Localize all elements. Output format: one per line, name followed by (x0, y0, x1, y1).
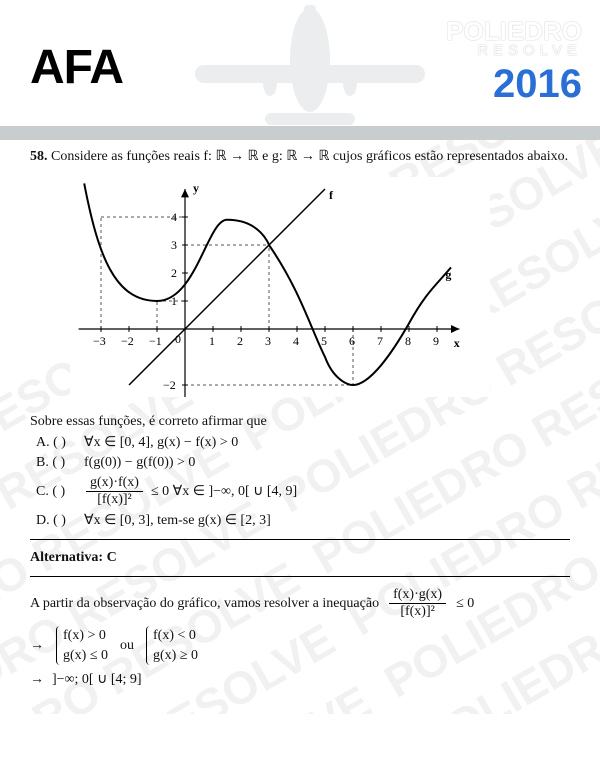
alt-c-den: [f(x)]² (86, 492, 143, 508)
alt-b-label: B. ( ) (36, 455, 78, 471)
svg-text:−2: −2 (163, 378, 176, 392)
svg-text:2: 2 (171, 266, 177, 280)
solution-intro-pre: A partir da observação do gráfico, vamos… (30, 596, 379, 612)
header: AFA POLIEDRO RESOLVE 2016 (0, 0, 600, 140)
case-2: f(x) < 0 g(x) ≥ 0 (146, 626, 198, 665)
svg-text:x: x (454, 336, 460, 350)
question-prompt: Sobre essas funções, é correto afirmar q… (30, 414, 570, 430)
divider (30, 576, 570, 577)
solution-cases: → f(x) > 0 g(x) ≤ 0 ou f(x) < 0 g(x) ≥ 0 (30, 626, 570, 665)
alt-c-num: g(x)·f(x) (86, 475, 143, 492)
question-text: Considere as funções reais f: ℝ → ℝ e g:… (51, 149, 568, 164)
svg-text:1: 1 (209, 334, 215, 348)
case-1b: g(x) ≤ 0 (63, 646, 108, 666)
alt-a-label: A. ( ) (36, 435, 78, 451)
alt-a-text: ∀x ∈ [0, 4], g(x) − f(x) > 0 (84, 434, 238, 451)
alternative-d: D. ( ) ∀x ∈ [0, 3], tem-se g(x) ∈ [2, 3] (36, 512, 570, 529)
brand-block: POLIEDRO RESOLVE 2016 (446, 18, 582, 104)
content: 58. Considere as funções reais f: ℝ → ℝ … (0, 148, 600, 714)
case-1: f(x) > 0 g(x) ≤ 0 (56, 626, 108, 665)
question-stem: 58. Considere as funções reais f: ℝ → ℝ … (30, 148, 570, 165)
case-1a: f(x) > 0 (63, 626, 108, 646)
solution-fraction: f(x)·g(x) [f(x)]² (389, 587, 446, 620)
svg-text:g: g (445, 268, 451, 282)
alternative-b: B. ( ) f(g(0)) − g(f(0)) > 0 (36, 455, 570, 471)
alt-b-text: f(g(0)) − g(f(0)) > 0 (84, 455, 195, 471)
case-2b: g(x) ≥ 0 (153, 646, 198, 666)
svg-text:3: 3 (171, 238, 177, 252)
svg-text:9: 9 (433, 334, 439, 348)
svg-text:−3: −3 (93, 334, 106, 348)
svg-text:2: 2 (237, 334, 243, 348)
solution-den: [f(x)]² (389, 604, 446, 620)
svg-text:4: 4 (171, 210, 177, 224)
solution-intro: A partir da observação do gráfico, vamos… (30, 587, 570, 620)
svg-text:3: 3 (265, 334, 271, 348)
solution-result: → ]−∞; 0[ ∪ [4; 9] (30, 671, 570, 688)
svg-text:4: 4 (293, 334, 299, 348)
result-text: ]−∞; 0[ ∪ [4; 9] (52, 671, 142, 688)
question-number: 58. (30, 149, 48, 164)
svg-text:y: y (193, 181, 199, 195)
alternative-c: C. ( ) g(x)·f(x) [f(x)]² ≤ 0 ∀x ∈ ]−∞, 0… (36, 475, 570, 508)
alt-c-label: C. ( ) (36, 484, 78, 500)
svg-text:−2: −2 (121, 334, 134, 348)
arrow-icon: → (30, 638, 44, 654)
divider (30, 539, 570, 540)
alt-d-text: ∀x ∈ [0, 3], tem-se g(x) ∈ [2, 3] (84, 512, 271, 529)
solution-num: f(x)·g(x) (389, 587, 446, 604)
function-chart: −3−2−10123456789−21234xyfg (70, 177, 570, 402)
case-2a: f(x) < 0 (153, 626, 198, 646)
answer-label: Alternativa: C (30, 550, 570, 566)
arrow-icon: → (30, 672, 44, 688)
svg-text:6: 6 (349, 334, 355, 348)
brand-name: POLIEDRO (446, 18, 582, 44)
or-label: ou (120, 638, 134, 654)
svg-text:−1: −1 (149, 334, 162, 348)
year: 2016 (446, 64, 582, 104)
exam-title: AFA (30, 40, 123, 95)
svg-text:8: 8 (405, 334, 411, 348)
solution-intro-tail: ≤ 0 (456, 596, 474, 612)
airplane-icon (170, 5, 450, 140)
alt-c-fraction: g(x)·f(x) [f(x)]² (86, 475, 143, 508)
alternative-a: A. ( ) ∀x ∈ [0, 4], g(x) − f(x) > 0 (36, 434, 570, 451)
alt-d-label: D. ( ) (36, 513, 78, 529)
alt-c-tail: ≤ 0 ∀x ∈ ]−∞, 0[ ∪ [4, 9] (151, 483, 297, 500)
svg-text:5: 5 (321, 334, 327, 348)
svg-text:7: 7 (377, 334, 383, 348)
